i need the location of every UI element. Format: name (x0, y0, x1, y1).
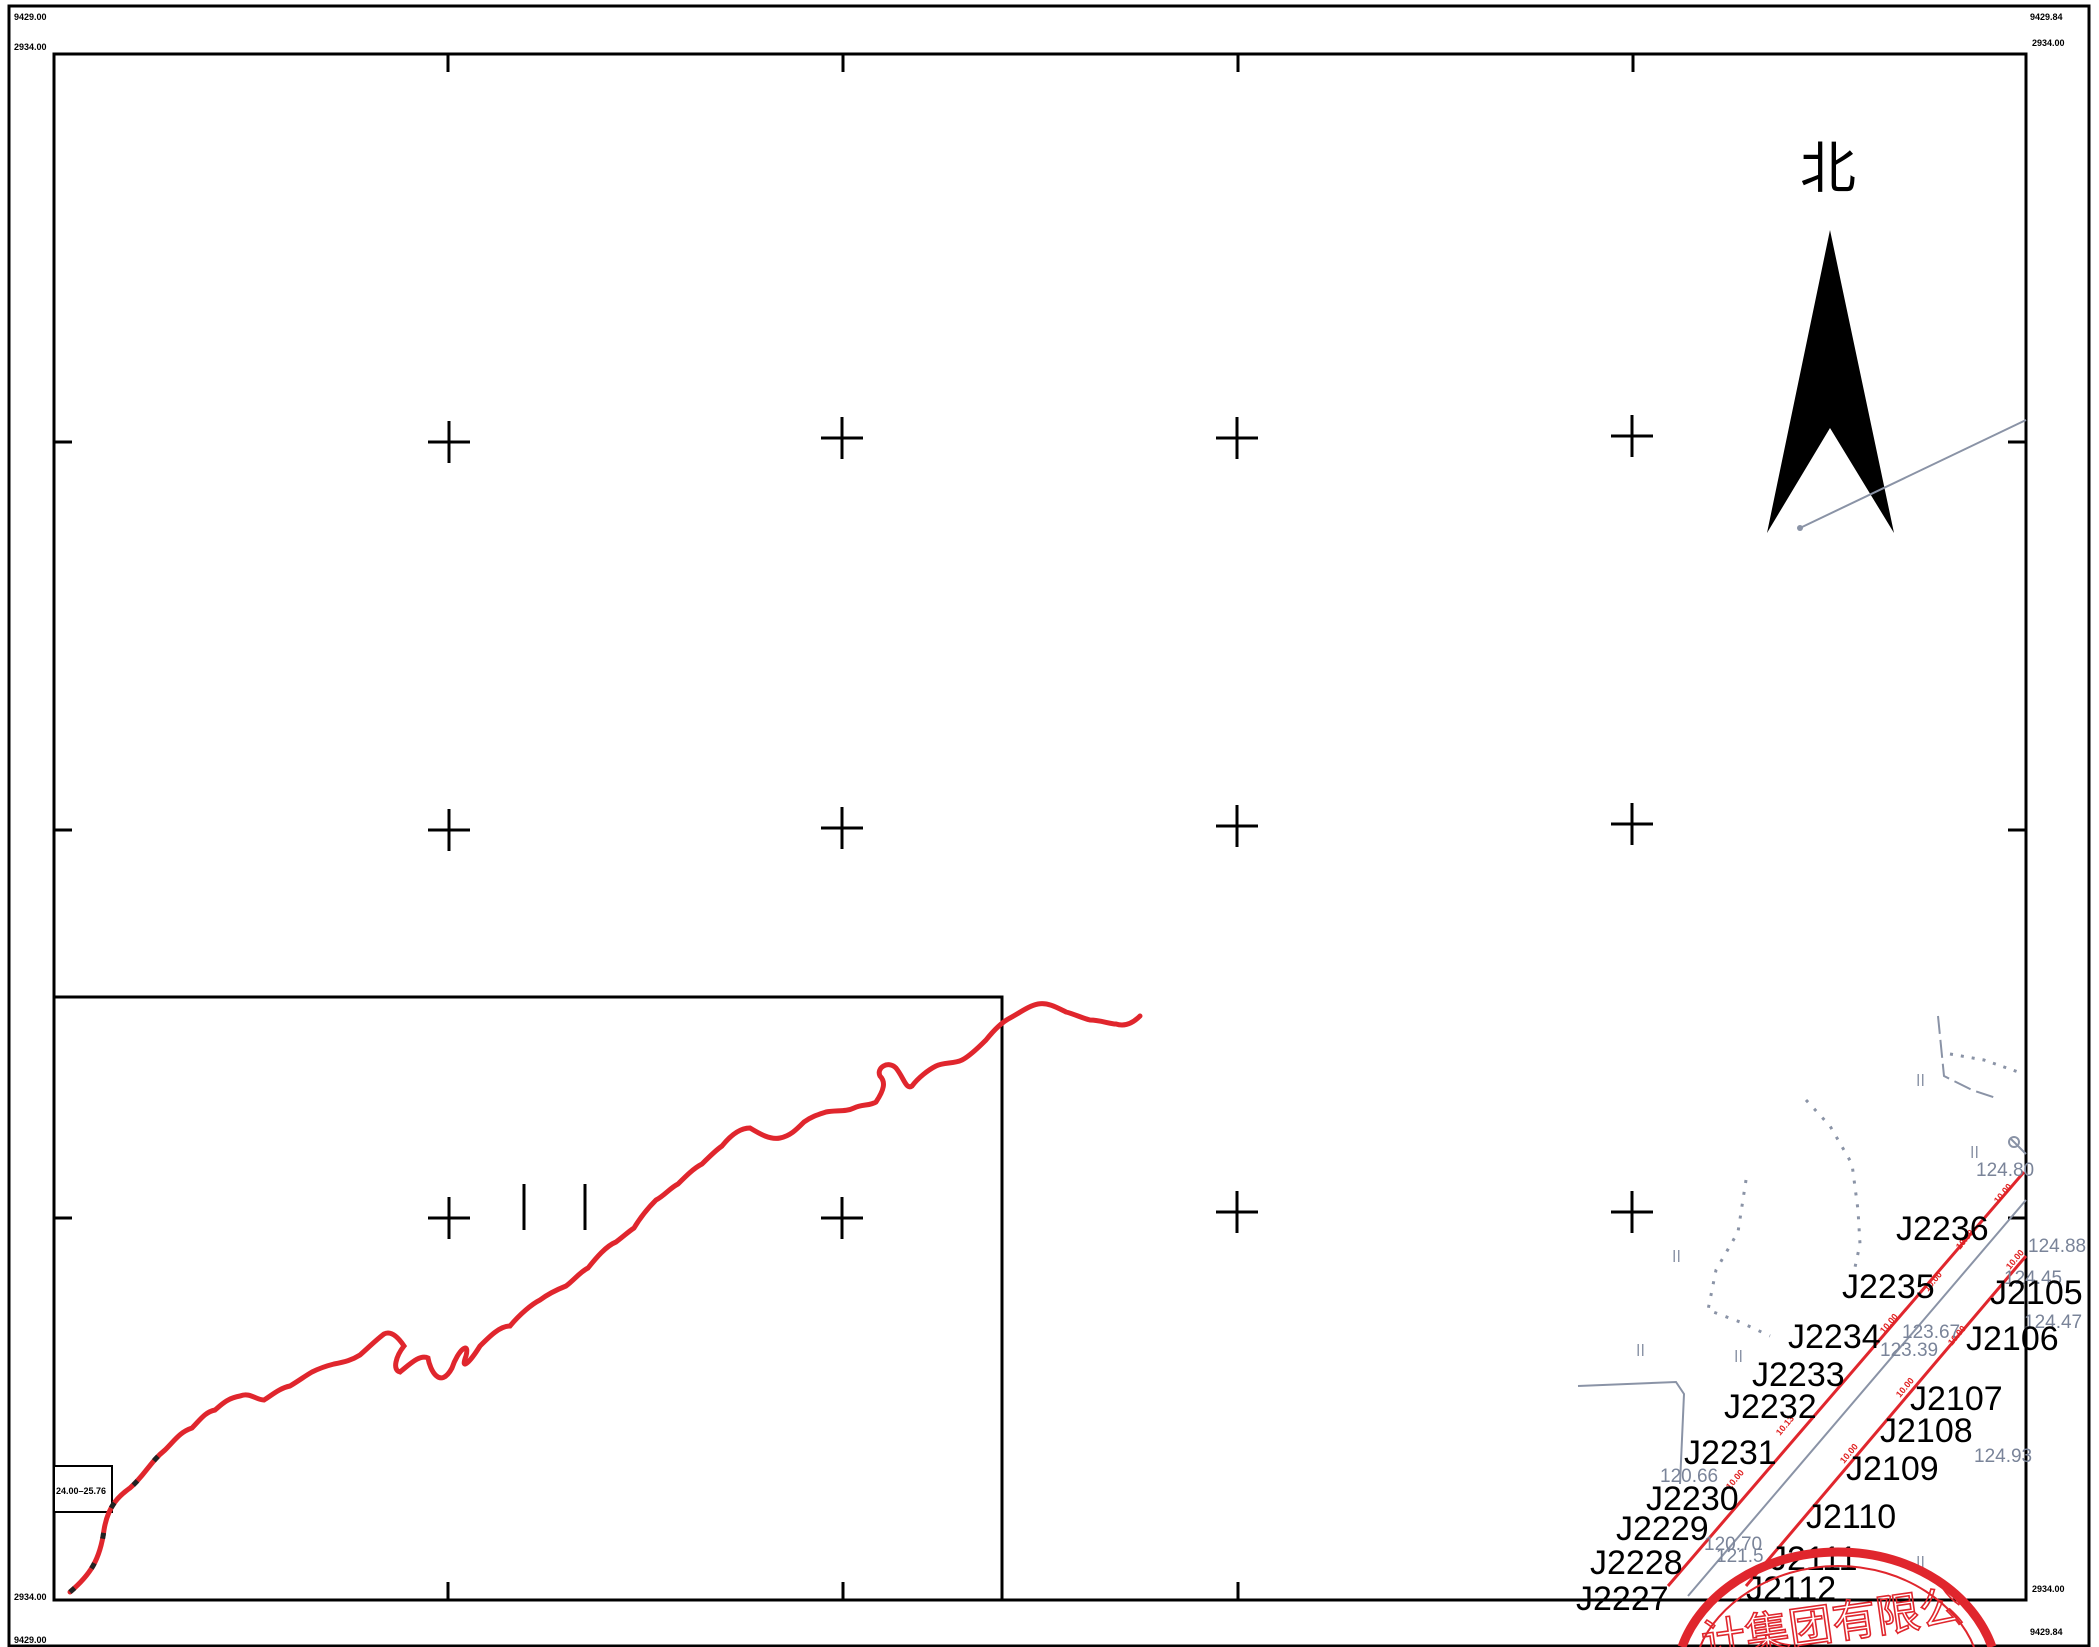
gray-dotted-boundary-2 (1804, 1098, 1862, 1273)
gray-road-solid (1577, 1380, 1686, 1485)
grid-cross (1611, 1191, 1653, 1233)
corner-label-bottom-right-y: 2934.00 (2032, 1584, 2065, 1594)
corner-label-top-right-y: 2934.00 (2032, 38, 2065, 48)
point-label-J2230: J2230 (1646, 1480, 1739, 1518)
grid-cross (428, 1197, 470, 1239)
elevation-labels: 124.80 124.88 124.45 124.47 123.67 123.3… (1660, 1160, 2086, 1567)
elevation-label: 123.39 (1880, 1340, 1938, 1361)
point-label-J2112: J2112 (1746, 1570, 1836, 1608)
corner-label-top-left-x: 9429.00 (14, 12, 47, 22)
point-label-J2233: J2233 (1752, 1356, 1845, 1394)
grid-cross (1216, 1191, 1258, 1233)
map-symbols: ll ll ll ll ll ll (1636, 1071, 1979, 1572)
elevation-label: 124.45 (2004, 1268, 2062, 1289)
inset-key-map: 24.00–25.76 (52, 995, 1143, 1602)
elevation-label: 120.66 (1660, 1466, 1718, 1487)
inset-box-label: 24.00–25.76 (56, 1486, 106, 1496)
grid-cross (821, 1197, 863, 1239)
elevation-label: 124.47 (2024, 1312, 2082, 1333)
point-label-J2106: J2106 (1966, 1320, 2059, 1358)
symbol-field-icon: ll (1970, 1143, 1979, 1162)
corner-label-bottom-left-x: 9429.00 (14, 1635, 47, 1645)
grid-cross (821, 417, 863, 459)
elevation-label: 124.88 (2028, 1236, 2086, 1257)
north-arrow-icon (1767, 230, 1894, 533)
point-labels: J2236 J2235 J2234 J2233 J2232 J2231 J223… (1576, 1210, 2083, 1618)
north-label: 北 (1800, 137, 1856, 202)
point-label-J2231: J2231 (1684, 1434, 1777, 1472)
stamp-ring-inner (1699, 1564, 1975, 1647)
outer-frame (7, 4, 2091, 1647)
point-label-J2109: J2109 (1846, 1450, 1939, 1488)
point-label-J2232: J2232 (1724, 1388, 1817, 1426)
symbol-field-icon: ll (1672, 1247, 1681, 1266)
elevation-label: 121.5 (1716, 1546, 1764, 1567)
point-label-J2108: J2108 (1880, 1412, 1973, 1450)
inset-ticks (522, 1184, 587, 1230)
point-label-J2107: J2107 (1910, 1380, 2003, 1418)
point-label-J2235: J2235 (1842, 1268, 1935, 1306)
point-label-J2236: J2236 (1896, 1210, 1989, 1248)
route-dark-segments (68, 1448, 167, 1594)
corner-label-top-right-x: 9429.84 (2030, 12, 2063, 22)
point-label-J2229: J2229 (1616, 1510, 1709, 1548)
north-arrow: 北 (1767, 137, 1894, 533)
grid-cross (428, 809, 470, 851)
elevation-label: 124.93 (1974, 1446, 2032, 1467)
corner-label-bottom-left-y: 2934.00 (14, 1592, 47, 1602)
detail-area: 10.00 10.00 10.00 10.00 10.13 10.00 10.0… (1576, 1015, 2086, 1647)
grid-cross (1611, 803, 1653, 845)
symbol-field-icon: ll (1916, 1071, 1925, 1090)
symbol-field-icon: ll (1916, 1553, 1925, 1572)
inset-frame (52, 995, 1004, 1602)
gray-dotted-boundary-3 (1706, 1179, 1771, 1338)
point-label-J2105: J2105 (1990, 1274, 2083, 1312)
grid-cross (821, 807, 863, 849)
symbol-field-icon: ll (1734, 1347, 1743, 1366)
alignment-label: 10.00 (1878, 1312, 1900, 1336)
elevation-label: 124.80 (1976, 1160, 2034, 1181)
grid-cross (1216, 417, 1258, 459)
inner-frame (52, 52, 2028, 1602)
stamp-ring (1677, 1547, 1997, 1647)
point-label-J2228: J2228 (1590, 1544, 1683, 1582)
grid-crosses (428, 415, 1653, 1239)
route-line (67, 1001, 1143, 1595)
frame-ticks (54, 54, 2026, 1600)
elevation-label: 120.70 (1704, 1534, 1762, 1555)
grid-cross (1216, 805, 1258, 847)
point-label-J2227: J2227 (1576, 1580, 1669, 1618)
corner-label-top-left-y: 2934.00 (14, 42, 47, 52)
point-label-J2110: J2110 (1806, 1498, 1896, 1536)
gray-line-top-right (1799, 419, 2027, 529)
elevation-label: 123.67 (1902, 1322, 1960, 1343)
alignment-label: 10.00 (1992, 1182, 2014, 1206)
grid-cross (428, 421, 470, 463)
symbol-field-icon: ll (1636, 1341, 1645, 1360)
gray-dotted-boundary-1 (1949, 1052, 2025, 1076)
point-label-J2234: J2234 (1788, 1318, 1881, 1356)
inset-small-box (53, 1465, 113, 1513)
alignment-band (1666, 1171, 2028, 1597)
grid-cross (1611, 415, 1653, 457)
gray-road-dashed (1937, 1015, 1997, 1099)
corner-label-bottom-right-x: 9429.84 (2030, 1627, 2063, 1637)
